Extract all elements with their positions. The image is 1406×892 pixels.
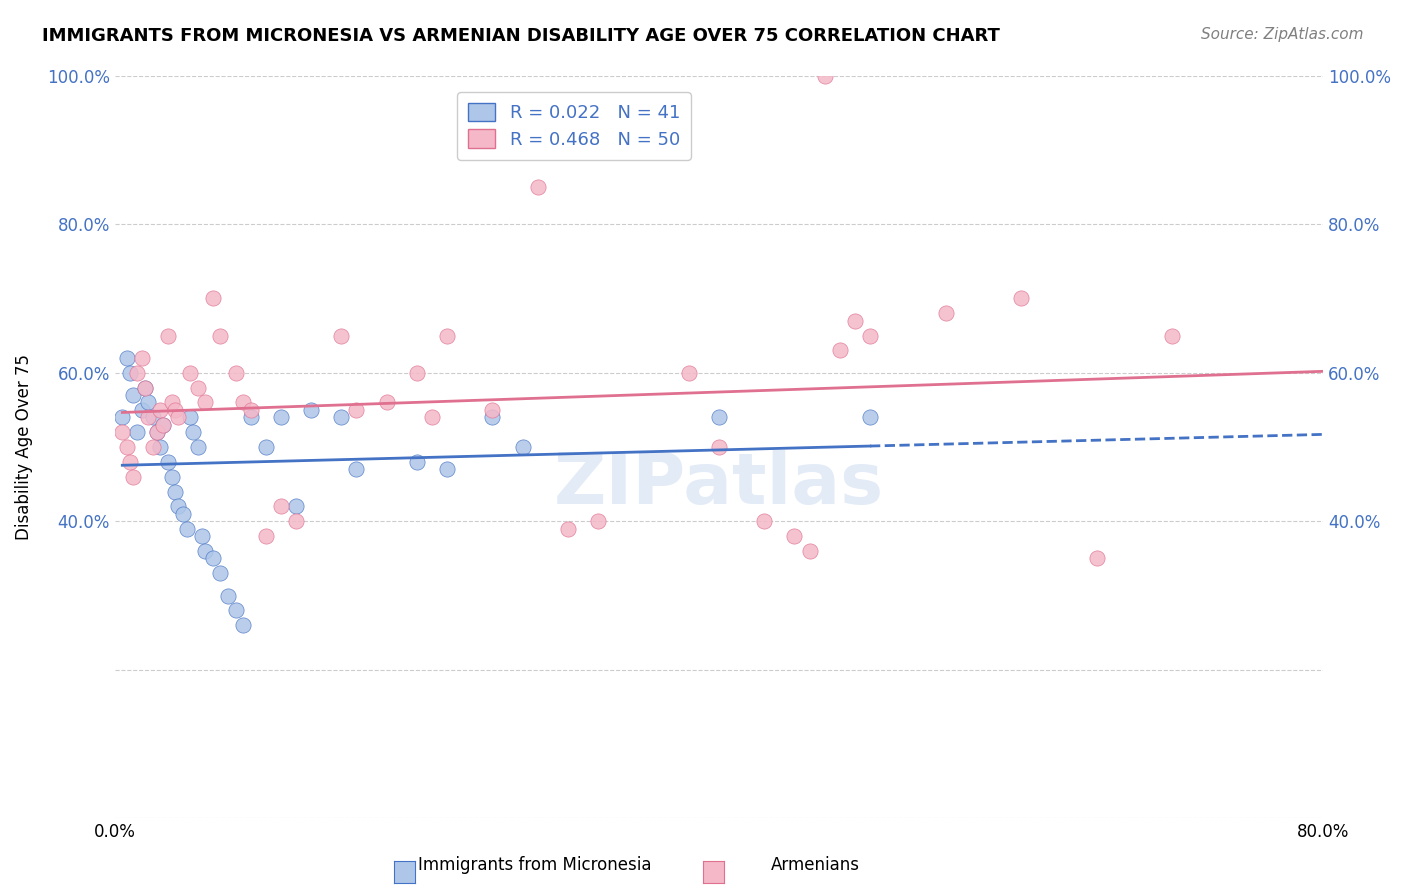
Point (165, 402, 187, 417)
Point (1161, 328, 1184, 343)
Point (136, 410, 159, 425)
Point (844, 314, 866, 328)
Point (225, 366, 247, 380)
Point (375, 395, 398, 409)
Point (122, 469, 145, 483)
Point (270, 500, 292, 514)
Point (512, 440, 534, 454)
Point (239, 410, 262, 425)
Point (146, 425, 169, 439)
Point (270, 410, 292, 425)
Point (122, 388, 145, 402)
Text: Immigrants from Micronesia: Immigrants from Micronesia (418, 856, 651, 874)
Point (405, 455, 427, 469)
Point (754, 514, 776, 528)
Point (1010, 292, 1032, 306)
Point (187, 440, 209, 454)
Point (217, 589, 239, 603)
Point (225, 603, 247, 617)
Text: ZIPatlas: ZIPatlas (554, 450, 884, 518)
Point (146, 425, 169, 439)
Point (405, 366, 427, 380)
Point (181, 425, 204, 439)
Point (118, 455, 141, 469)
Point (172, 507, 194, 521)
Point (814, 69, 837, 83)
Point (187, 380, 209, 394)
Point (707, 410, 730, 425)
Point (149, 440, 172, 454)
Point (160, 469, 183, 483)
Point (152, 417, 174, 432)
Point (239, 402, 262, 417)
Point (134, 380, 156, 394)
Point (118, 366, 141, 380)
Point (131, 402, 153, 417)
Point (232, 618, 254, 632)
Point (136, 395, 159, 409)
Point (209, 328, 232, 343)
Point (156, 455, 179, 469)
Point (115, 351, 138, 365)
Point (179, 410, 201, 425)
Point (859, 410, 882, 425)
Point (783, 529, 806, 543)
Point (557, 522, 579, 536)
Point (859, 328, 882, 343)
Point (165, 484, 187, 499)
Point (436, 462, 458, 476)
Text: Source: ZipAtlas.com: Source: ZipAtlas.com (1201, 27, 1364, 42)
Point (194, 395, 217, 409)
Text: IMMIGRANTS FROM MICRONESIA VS ARMENIAN DISABILITY AGE OVER 75 CORRELATION CHART: IMMIGRANTS FROM MICRONESIA VS ARMENIAN D… (42, 27, 1000, 45)
Point (346, 402, 368, 417)
Point (436, 328, 458, 343)
Point (707, 440, 730, 454)
Point (209, 566, 232, 581)
Y-axis label: Disability Age Over 75: Disability Age Over 75 (15, 354, 32, 540)
Point (131, 351, 153, 365)
Point (420, 410, 443, 425)
Point (678, 366, 700, 380)
Point (194, 544, 217, 558)
Point (160, 395, 183, 409)
Point (799, 544, 821, 558)
Point (201, 551, 224, 566)
Point (254, 440, 277, 454)
Point (141, 440, 163, 454)
Point (111, 425, 134, 439)
Point (285, 500, 308, 514)
Point (481, 410, 503, 425)
Point (152, 417, 174, 432)
Point (167, 500, 190, 514)
Point (232, 395, 254, 409)
Point (134, 380, 156, 394)
Point (156, 328, 179, 343)
Point (586, 514, 609, 528)
Legend: R = 0.022   N = 41, R = 0.468   N = 50: R = 0.022 N = 41, R = 0.468 N = 50 (457, 92, 690, 160)
Point (330, 410, 353, 425)
Point (481, 402, 503, 417)
Point (179, 366, 201, 380)
Point (167, 410, 190, 425)
Point (149, 402, 172, 417)
Point (176, 522, 198, 536)
Text: Armenians: Armenians (770, 856, 860, 874)
Point (201, 292, 224, 306)
Point (934, 306, 956, 320)
Point (127, 425, 149, 439)
Point (141, 410, 163, 425)
Point (828, 343, 851, 358)
Point (346, 462, 368, 476)
Point (127, 366, 149, 380)
Point (254, 529, 277, 543)
Point (330, 328, 353, 343)
Point (299, 402, 322, 417)
Point (111, 410, 134, 425)
Point (115, 440, 138, 454)
Point (285, 514, 308, 528)
Point (526, 180, 548, 194)
Point (191, 529, 214, 543)
Point (1085, 551, 1108, 566)
